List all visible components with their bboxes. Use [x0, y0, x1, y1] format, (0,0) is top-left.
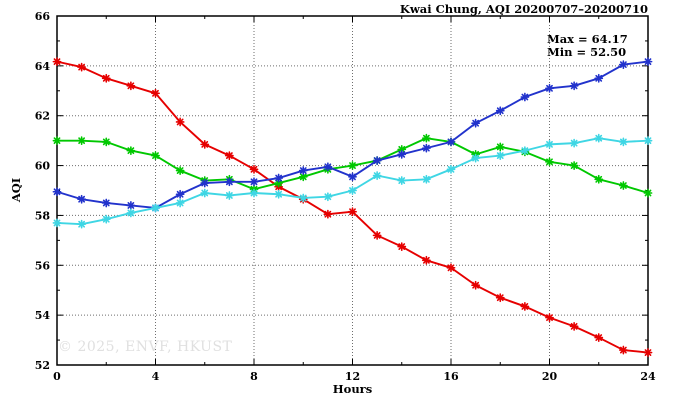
y-axis-label: AQI — [9, 177, 23, 203]
series-cyan-markers — [52, 133, 653, 229]
chart-title: Kwai Chung, AQI 20200707–20200710 — [399, 2, 648, 16]
y-tick-label: 54 — [35, 309, 51, 322]
y-tick-label: 62 — [35, 110, 50, 123]
series-blue — [56, 60, 649, 209]
x-tick-label: 24 — [640, 370, 656, 383]
axis-ticks — [56, 15, 649, 366]
min-value-label: Min = 52.50 — [547, 45, 627, 59]
x-tick-label: 16 — [443, 370, 459, 383]
y-tick-label: 56 — [35, 259, 51, 272]
x-tick-label: 8 — [250, 370, 258, 383]
x-tick-label: 20 — [542, 370, 558, 383]
x-tick-label: 4 — [152, 370, 160, 383]
max-value-label: Max = 64.17 — [547, 32, 628, 46]
x-tick-label: 12 — [345, 370, 360, 383]
y-tick-label: 66 — [35, 10, 51, 23]
x-tick-label: 0 — [53, 370, 61, 383]
y-tick-label: 58 — [35, 209, 51, 222]
series-blue-line — [56, 60, 649, 209]
y-tick-label: 60 — [35, 160, 51, 173]
x-axis-label: Hours — [332, 382, 373, 396]
y-tick-label: 64 — [35, 60, 51, 73]
tick-labels: 0 4 8 12 16 20 24 52 54 56 58 60 62 64 66 — [35, 10, 656, 383]
y-tick-label: 52 — [35, 359, 50, 372]
watermark: © 2025, ENVF, HKUST — [58, 339, 233, 355]
minmax-annotation: Max = 64.17 Min = 52.50 — [547, 33, 628, 59]
